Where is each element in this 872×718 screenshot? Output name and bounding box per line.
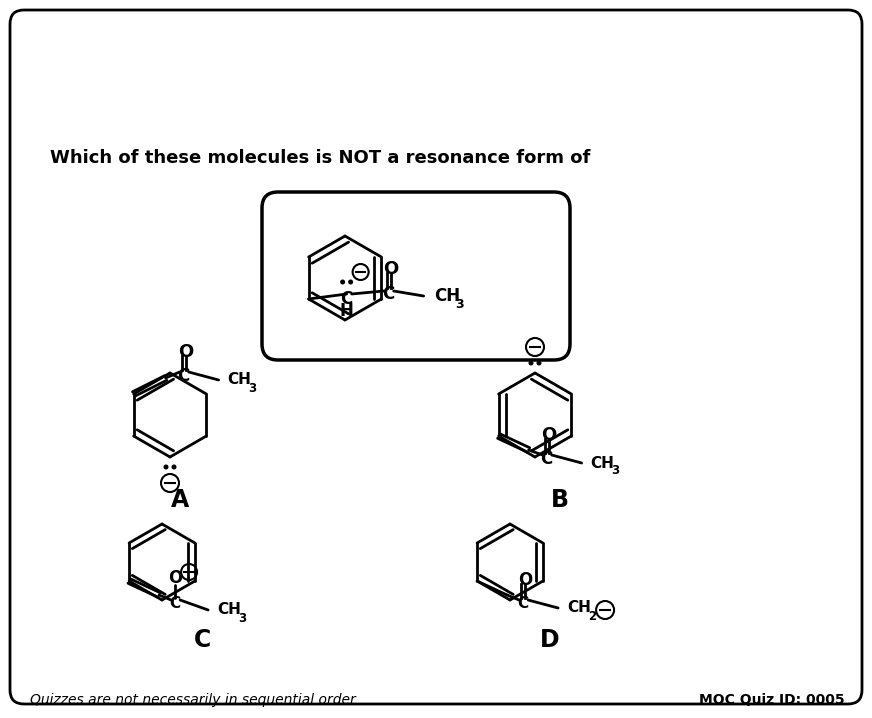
Circle shape xyxy=(172,465,176,469)
Text: 3: 3 xyxy=(249,381,256,394)
FancyBboxPatch shape xyxy=(10,10,862,704)
FancyBboxPatch shape xyxy=(262,192,570,360)
Text: C: C xyxy=(340,290,353,308)
Text: 3: 3 xyxy=(238,612,246,625)
Circle shape xyxy=(164,465,167,469)
Text: C: C xyxy=(178,367,190,385)
Text: 3: 3 xyxy=(611,465,620,477)
Circle shape xyxy=(529,361,533,365)
Text: O: O xyxy=(383,260,399,278)
Circle shape xyxy=(537,361,541,365)
Text: C: C xyxy=(517,597,528,612)
Text: 3: 3 xyxy=(456,297,464,310)
Text: CH: CH xyxy=(590,455,615,470)
Text: O: O xyxy=(168,569,182,587)
Text: C: C xyxy=(194,628,211,652)
Text: B: B xyxy=(551,488,569,512)
Text: O: O xyxy=(541,426,556,444)
Circle shape xyxy=(349,280,352,284)
Text: H: H xyxy=(340,302,353,320)
Text: A: A xyxy=(171,488,189,512)
Text: C: C xyxy=(383,285,395,303)
Text: O: O xyxy=(178,343,194,361)
Text: D: D xyxy=(540,628,560,652)
Text: C: C xyxy=(169,597,181,612)
Circle shape xyxy=(341,280,344,284)
Text: CH: CH xyxy=(567,600,591,615)
Text: CH: CH xyxy=(433,287,460,305)
Text: CH: CH xyxy=(228,373,251,388)
Text: Which of these molecules is NOT a resonance form of: Which of these molecules is NOT a resona… xyxy=(50,149,590,167)
Text: CH: CH xyxy=(217,602,241,617)
Text: C: C xyxy=(541,450,553,468)
Text: Quizzes are not necessarily in sequential order: Quizzes are not necessarily in sequentia… xyxy=(30,693,356,707)
Text: 2: 2 xyxy=(588,610,596,623)
Text: MOC Quiz ID: 0005: MOC Quiz ID: 0005 xyxy=(699,693,845,707)
Text: O: O xyxy=(518,571,532,589)
